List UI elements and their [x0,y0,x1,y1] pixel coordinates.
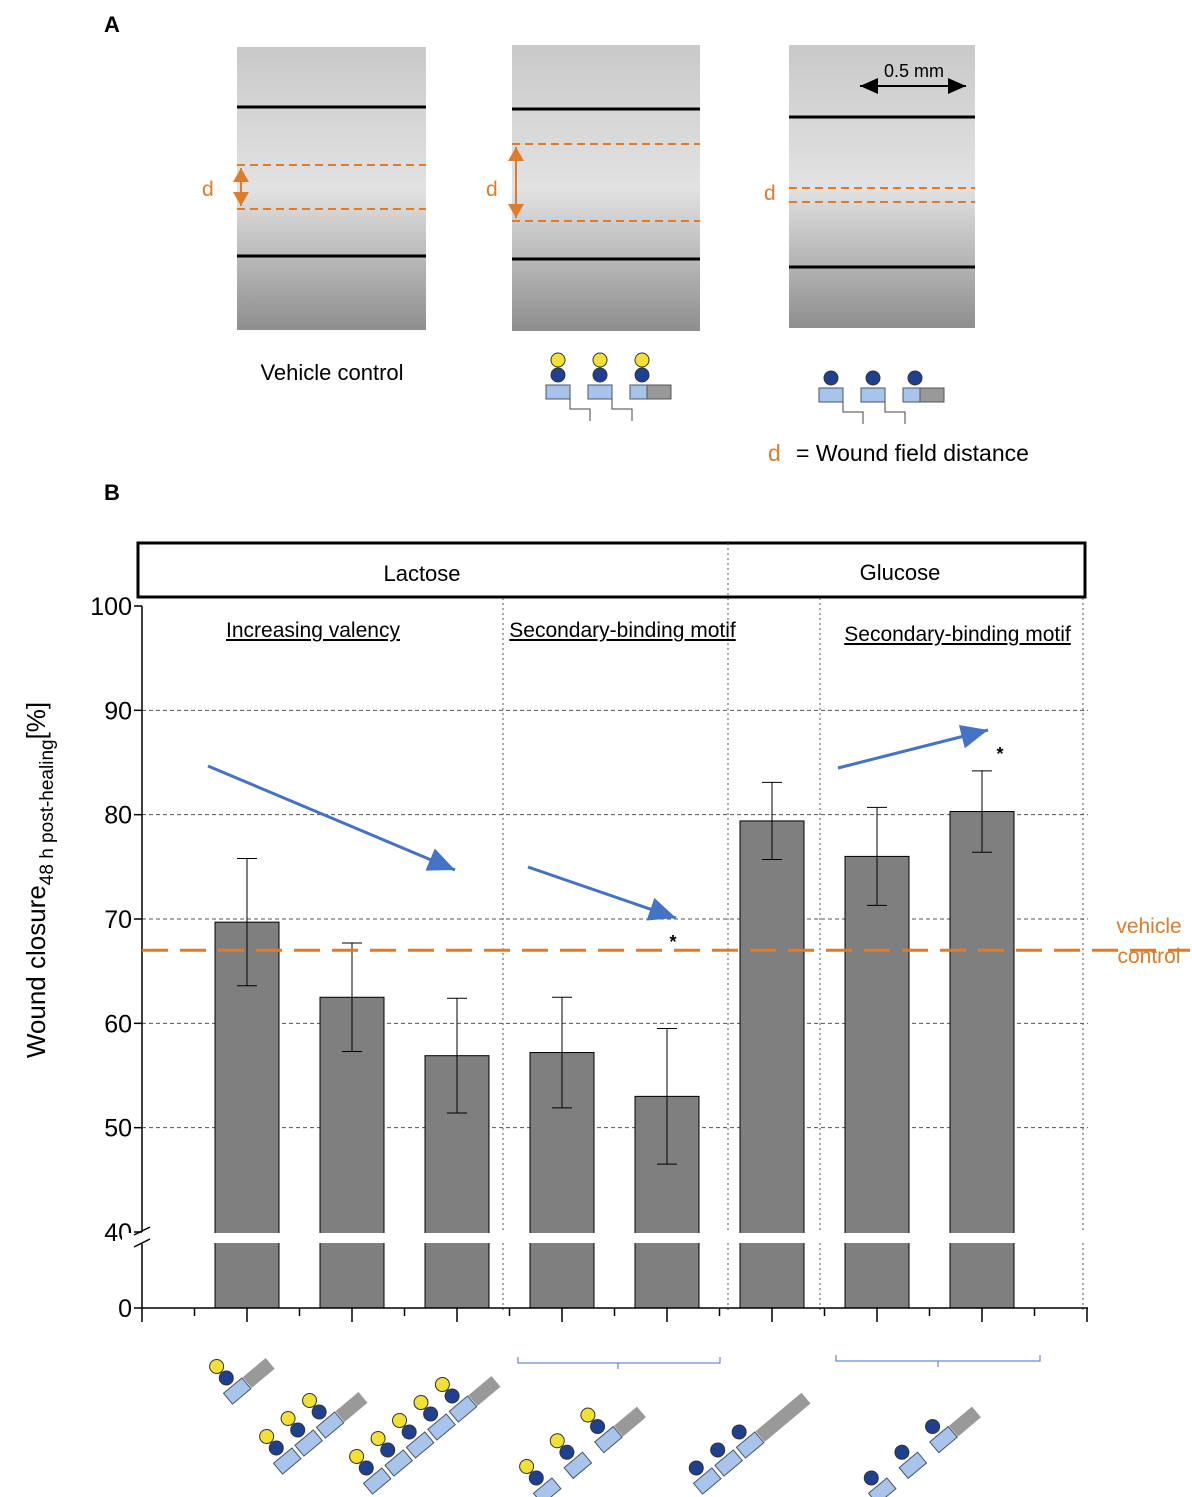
break-mark [133,1226,151,1248]
panel-label: B [104,480,120,505]
significance: * [996,744,1003,764]
y-label-unit: [%] [21,702,51,740]
y-tick-label: 70 [104,906,132,934]
micrograph [508,45,700,331]
group-label: Lactose [383,561,460,586]
error-bar [447,997,467,1114]
molecule [819,371,945,424]
bar [949,811,1015,1309]
error-bar [657,1028,677,1165]
molecule-drawings [203,1333,981,1497]
error-bar [552,996,572,1109]
scale-label: 0.5 mm [884,61,944,81]
group-label: Glucose [860,560,941,585]
panel-label: A [104,12,120,37]
molecule [546,353,672,421]
reference-label: vehicle control [1116,915,1182,968]
distance-label: d [486,178,498,201]
section-label: Increasing valency [226,619,400,642]
y-label-sub: 48 h post-healing [37,739,58,885]
y-tick-label: 50 [104,1115,132,1143]
error-bar [762,781,782,861]
section-dividers [502,598,1084,1310]
micrograph [233,47,426,330]
bar [214,921,280,1309]
significance: * [669,932,676,952]
brackets [517,1355,1041,1369]
trend-arrows [207,724,989,921]
error-bar [972,770,992,853]
section-label: Secondary-binding motif [844,623,1071,646]
error-bar [237,857,257,987]
y-tick-label: 80 [104,802,132,830]
micrograph [789,45,975,328]
bar [844,855,910,1309]
y-label-main: Wound closure [21,885,51,1058]
y-tick-label: 90 [104,697,132,725]
y-tick-label: 100 [90,593,132,621]
distance-label: d [764,182,776,205]
legend-symbol: d [768,440,781,466]
section-label: Secondary-binding motif [509,619,736,642]
distance-label: d [202,178,214,201]
y-tick-label: 0 [118,1295,132,1323]
y-axis-label: Wound closure48 h post-healing[%] [21,702,58,1058]
error-bar [342,942,362,1052]
legend-text: = Wound field distance [796,440,1029,466]
axis-break [122,1233,1088,1243]
group-header [136,541,1087,599]
error-bar [867,806,887,906]
y-tick-label: 60 [104,1010,132,1038]
image-caption: Vehicle control [260,360,403,385]
